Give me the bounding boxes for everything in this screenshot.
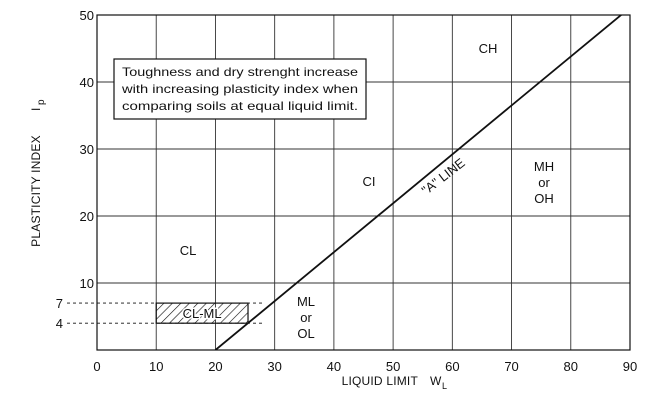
note-line-2: with increasing plasticity index when: [121, 82, 358, 96]
cl-ml-label: CL-ML: [183, 306, 222, 321]
x-tick-label: 0: [93, 359, 100, 374]
cl-ml-band-group: CL-ML: [155, 302, 249, 324]
y-axis-title: PLASTICITY INDEX: [29, 135, 43, 247]
x-tick-label: 60: [445, 359, 459, 374]
x-axis-symbol: W: [430, 374, 442, 388]
x-axis-symbol-sub: L: [442, 381, 447, 391]
note-line-1: Toughness and dry strenght increase: [122, 65, 358, 79]
y-extra-tick-label: 7: [56, 296, 63, 311]
zone-ol: OL: [297, 326, 314, 341]
zone-ci: CI: [363, 174, 376, 189]
x-tick-label: 10: [149, 359, 163, 374]
x-tick-label: 40: [327, 359, 341, 374]
plot-frame: [96, 14, 631, 351]
x-tick-label: 20: [208, 359, 222, 374]
y-tick-label: 30: [80, 142, 94, 157]
zone-ch: CH: [479, 41, 498, 56]
x-tick-label: 80: [564, 359, 578, 374]
zone-cl: CL: [180, 243, 197, 258]
y-tick-label: 10: [80, 276, 94, 291]
x-tick-label: 90: [623, 359, 637, 374]
note-line-3: comparing soils at equal liquid limit.: [122, 99, 358, 113]
zone-ml: ML: [297, 294, 315, 309]
note-box: [113, 58, 367, 120]
cl-ml-band: [155, 302, 249, 324]
zone-oh: OH: [534, 191, 554, 206]
x-tick-label: 70: [504, 359, 518, 374]
zone-mh-or: or: [538, 175, 550, 190]
y-axis-symbol: I: [29, 107, 43, 111]
y-tick-label: 40: [80, 75, 94, 90]
y-tick-label: 50: [80, 8, 94, 23]
y-tick-label: 20: [80, 209, 94, 224]
a-line-group: [214, 15, 623, 350]
y-axis-symbol-sub: p: [36, 99, 47, 105]
y-extra-tick-label: 4: [56, 316, 63, 331]
x-tick-label: 30: [267, 359, 281, 374]
a-line: [214, 15, 623, 350]
zone-mh: MH: [534, 159, 554, 174]
zone-ml-or: or: [300, 310, 312, 325]
tick-labels: 0 10 20 30 40 50 60 70 80 90 10 20 30 40 50 4 7: [56, 8, 637, 374]
x-axis-title: LIQUID LIMIT: [342, 374, 419, 388]
x-tick-label: 50: [386, 359, 400, 374]
